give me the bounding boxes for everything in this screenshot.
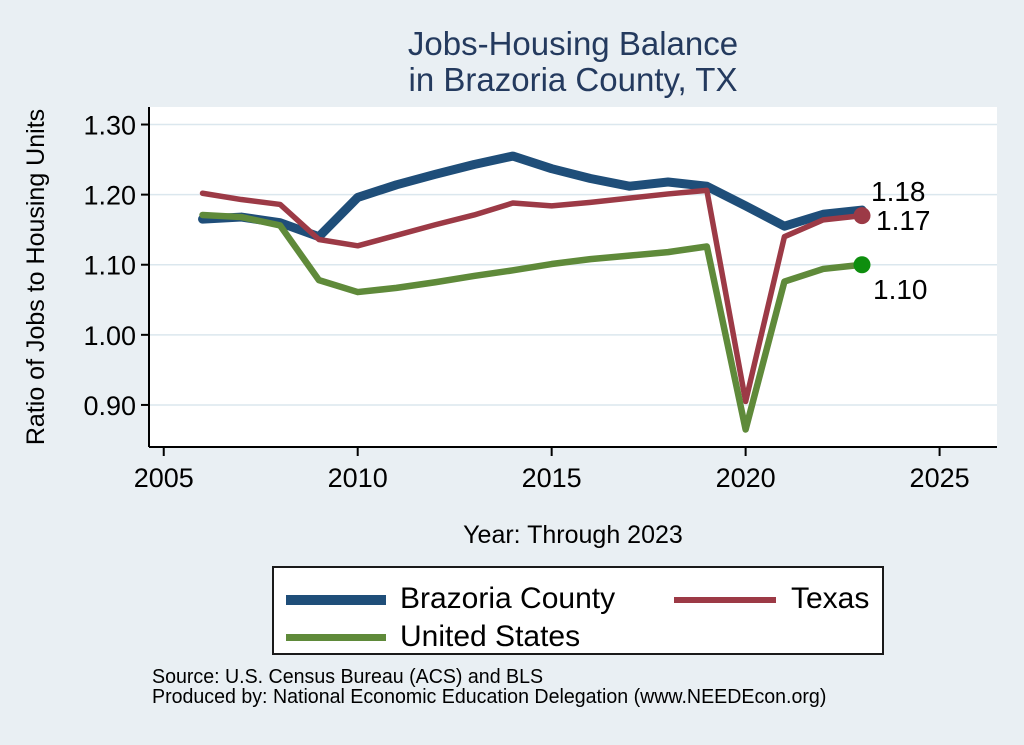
y-tick-label: 1.30 xyxy=(83,111,136,141)
legend-label-brazoria-county: Brazoria County xyxy=(400,582,616,615)
chart-title-line2: in Brazoria County, TX xyxy=(408,61,738,98)
x-tick-label: 2020 xyxy=(716,463,776,493)
x-tick-label: 2010 xyxy=(328,463,388,493)
source-note: Source: U.S. Census Bureau (ACS) and BLS xyxy=(152,666,544,688)
end-marker-united-states xyxy=(853,256,871,274)
chart-title: Jobs-Housing Balance in Brazoria County,… xyxy=(149,26,997,98)
end-marker-texas xyxy=(853,207,871,225)
x-axis-title: Year: Through 2023 xyxy=(463,521,683,549)
y-tick-label: 0.90 xyxy=(83,391,136,421)
x-tick-label: 2005 xyxy=(134,463,194,493)
producer-note: Produced by: National Economic Education… xyxy=(152,686,827,708)
series-line-texas xyxy=(199,187,865,405)
y-tick-label: 1.20 xyxy=(83,181,136,211)
x-tick-label: 2025 xyxy=(910,463,970,493)
y-tick-label: 1.10 xyxy=(83,251,136,281)
legend-swatch-united-states xyxy=(286,634,386,641)
series-line-united-states xyxy=(199,211,866,433)
plot-background xyxy=(149,107,997,447)
footer-notes: Source: U.S. Census Bureau (ACS) and BLS… xyxy=(152,667,826,707)
end-label-texas: 1.17 xyxy=(876,204,931,236)
legend-label-united-states: United States xyxy=(400,620,581,653)
legend-swatch-texas xyxy=(674,597,776,603)
y-tick-label: 1.00 xyxy=(83,321,136,351)
chart-title-line1: Jobs-Housing Balance xyxy=(407,25,739,62)
legend-label-texas: Texas xyxy=(791,582,870,615)
end-label-united-states: 1.10 xyxy=(873,273,928,305)
legend-swatch-brazoria-county xyxy=(286,595,386,605)
end-label-brazoria-county: 1.18 xyxy=(871,176,926,208)
legend: Brazoria County Texas United States xyxy=(272,566,884,655)
x-tick-label: 2015 xyxy=(522,463,582,493)
